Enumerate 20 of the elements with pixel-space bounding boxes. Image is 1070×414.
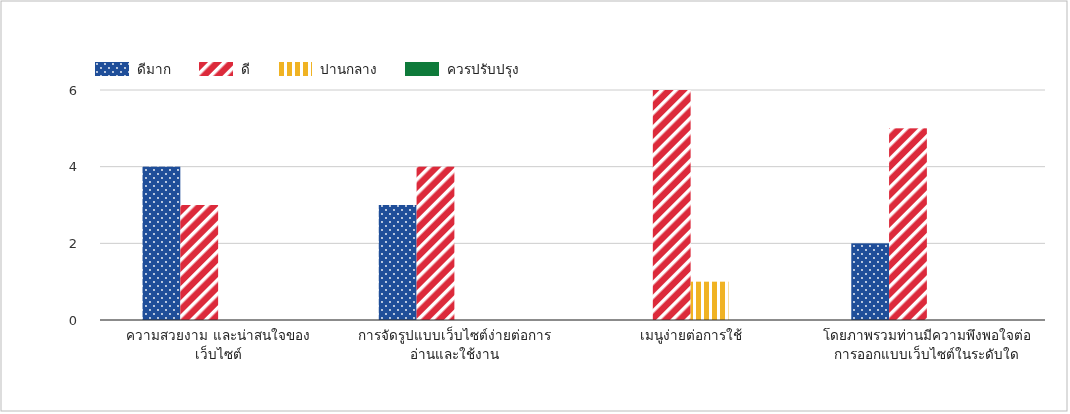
x-tick-label: โดยภาพรวมท่านมีความพึงพอใจต่อการออกแบบเว็บไซต์ในระดับใด bbox=[822, 327, 1031, 362]
x-tick-label: ความสวยงาม และน่าสนใจของเว็บไซต์ bbox=[126, 327, 310, 362]
bar bbox=[142, 166, 181, 320]
bar bbox=[378, 205, 417, 320]
y-tick-label: 4 bbox=[68, 159, 77, 175]
bar bbox=[889, 128, 927, 320]
bar bbox=[690, 281, 729, 320]
legend-label: ควรปรับปรุง bbox=[447, 61, 519, 78]
legend-label: ดีมาก bbox=[137, 61, 171, 77]
bar bbox=[851, 243, 890, 320]
bar bbox=[416, 166, 455, 320]
y-tick-label: 0 bbox=[68, 312, 77, 328]
bar bbox=[652, 90, 691, 320]
legend-label: ดี bbox=[241, 61, 250, 77]
y-tick-label: 6 bbox=[68, 82, 77, 98]
y-tick-label: 2 bbox=[68, 235, 77, 251]
x-tick-label: การจัดรูปแบบเว็บไซต์ง่ายต่อการอ่านและใช้งาน bbox=[357, 326, 551, 362]
x-tick-label: เมนูง่ายต่อการใช้ bbox=[639, 327, 742, 344]
legend-label: ปานกลาง bbox=[320, 61, 377, 77]
bar bbox=[180, 205, 219, 320]
